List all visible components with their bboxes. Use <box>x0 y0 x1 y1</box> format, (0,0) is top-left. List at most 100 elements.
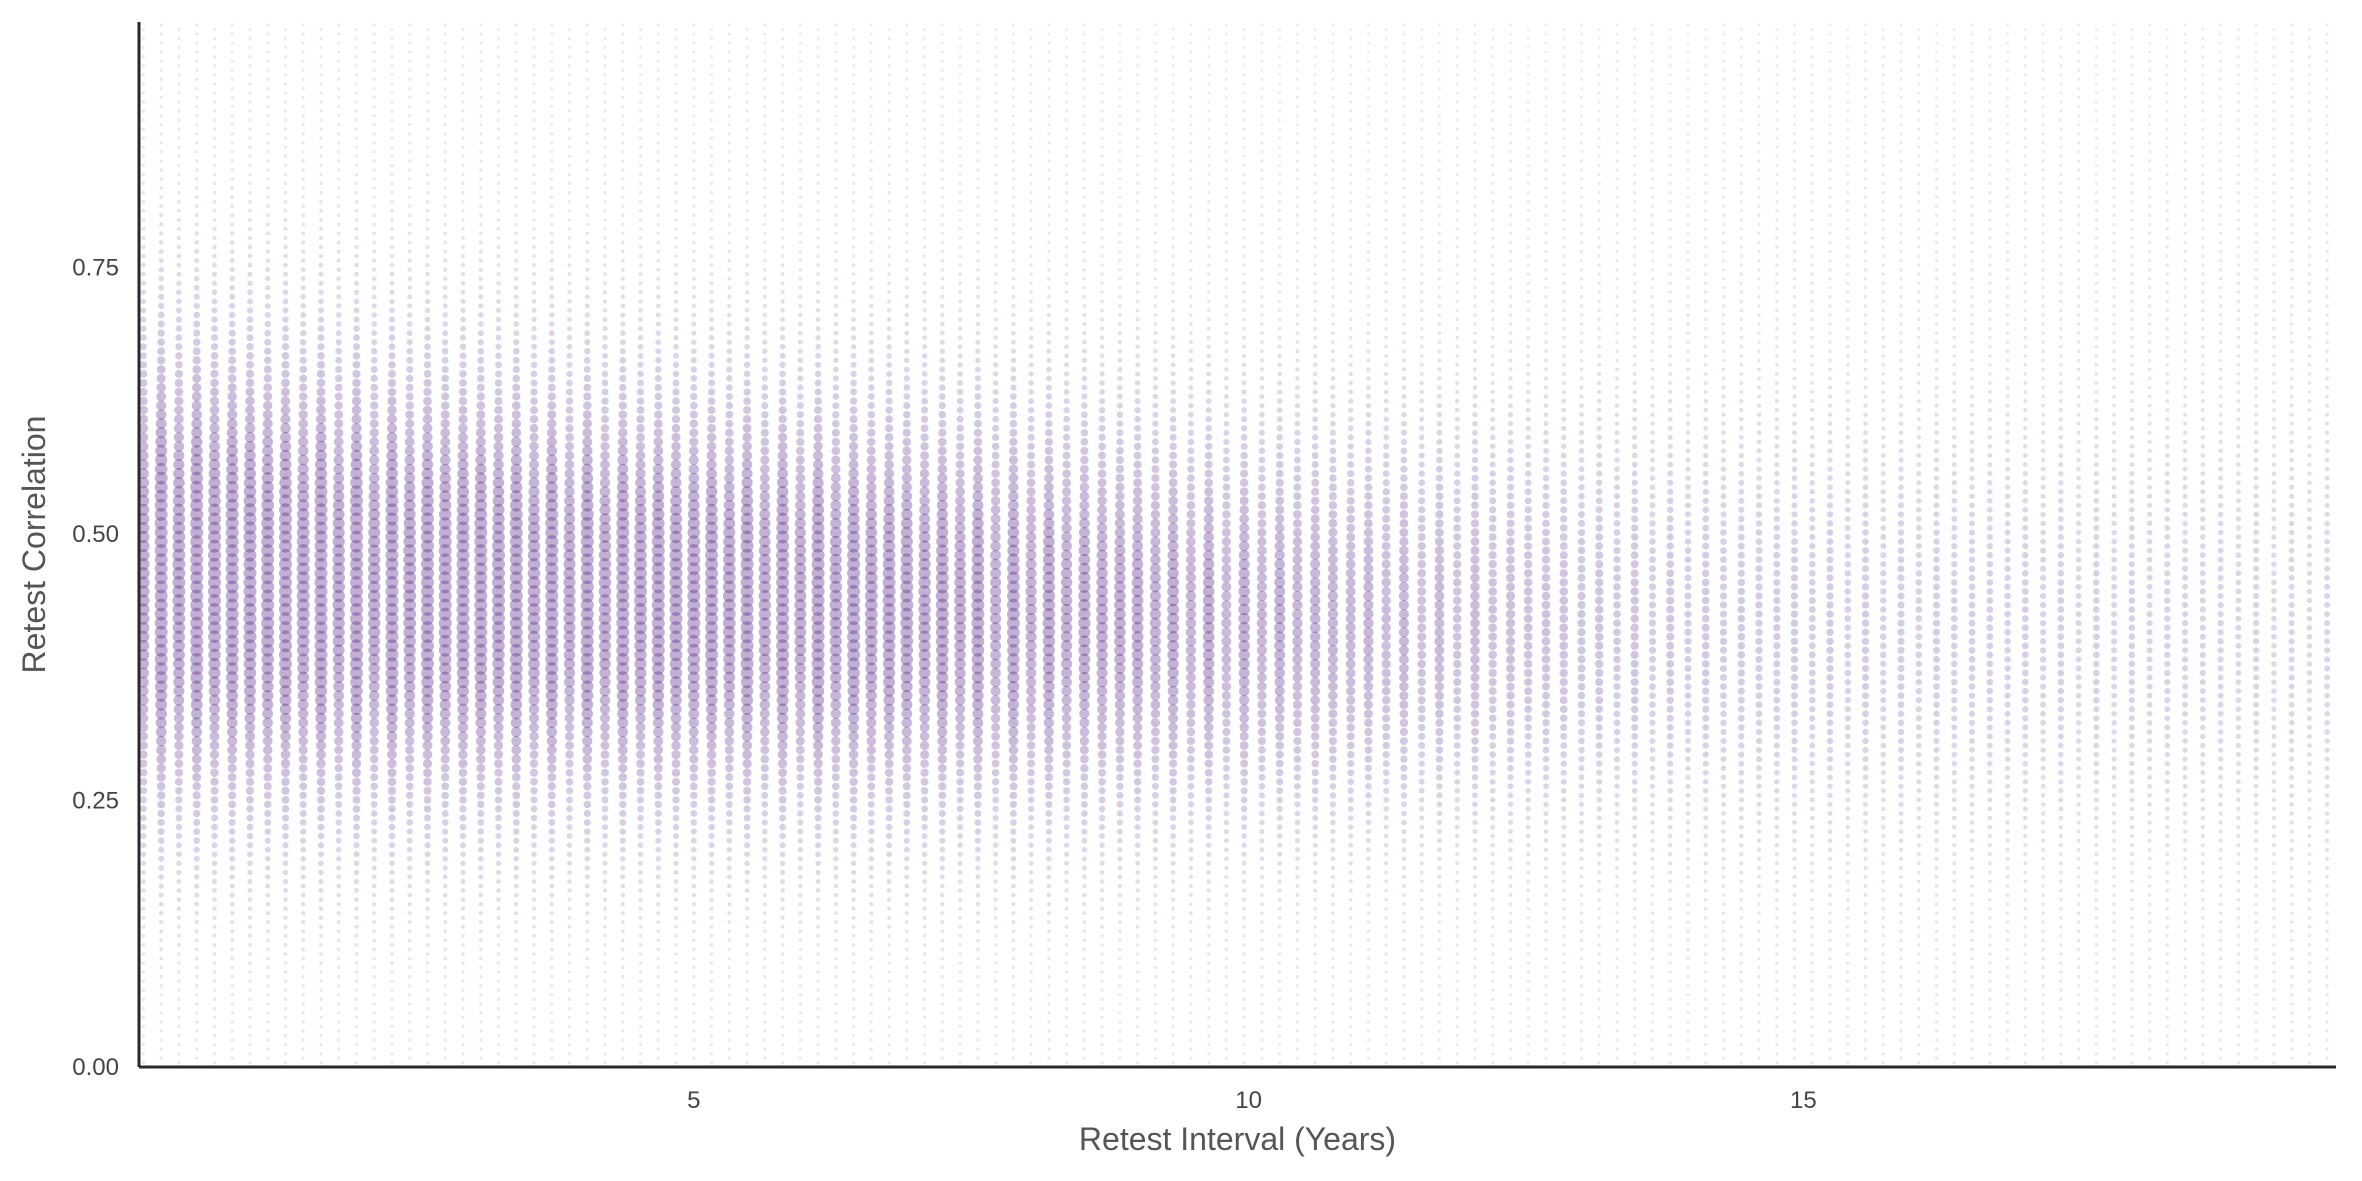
data-point <box>177 37 181 40</box>
data-point <box>282 869 289 876</box>
data-point <box>762 294 767 299</box>
data-point <box>425 127 430 131</box>
data-point <box>316 768 326 778</box>
data-point <box>443 901 448 907</box>
data-point <box>656 41 660 45</box>
data-point <box>208 476 221 489</box>
data-point <box>708 814 716 822</box>
data-point <box>816 254 820 258</box>
data-point <box>635 740 646 751</box>
data-point <box>798 168 802 172</box>
data-point <box>638 181 643 186</box>
data-point <box>368 526 381 539</box>
data-point <box>265 249 270 254</box>
data-point <box>655 883 661 889</box>
data-point <box>230 41 234 45</box>
data-point <box>656 123 660 127</box>
data-point <box>674 1033 678 1038</box>
data-point <box>408 41 412 45</box>
data-point <box>513 883 519 889</box>
data-point <box>674 163 678 167</box>
data-point <box>265 938 270 943</box>
data-point <box>884 768 894 777</box>
data-point <box>172 648 185 661</box>
data-point <box>336 883 342 889</box>
data-point <box>745 245 749 249</box>
data-point <box>354 997 359 1001</box>
data-point <box>159 213 164 218</box>
data-point <box>638 308 643 313</box>
data-point <box>443 974 447 979</box>
data-point <box>319 100 323 104</box>
data-point <box>283 942 288 947</box>
data-point <box>798 23 802 27</box>
data-point <box>354 208 359 213</box>
data-point <box>867 810 875 817</box>
data-point <box>798 1047 802 1051</box>
data-point <box>174 378 184 388</box>
point-column <box>367 23 381 1060</box>
data-point <box>566 805 573 813</box>
data-point <box>884 441 894 451</box>
data-point <box>372 114 376 118</box>
data-point <box>158 284 165 291</box>
data-point <box>816 943 820 947</box>
data-point <box>408 114 412 118</box>
data-point <box>674 82 678 86</box>
data-point <box>653 745 664 755</box>
data-point <box>208 458 221 471</box>
data-point <box>780 961 785 965</box>
data-point <box>707 796 716 804</box>
data-point <box>603 997 607 1001</box>
data-point <box>620 892 626 898</box>
data-point <box>726 339 732 345</box>
data-point <box>390 970 394 974</box>
data-point <box>194 901 200 907</box>
data-point <box>745 915 750 920</box>
data-point <box>193 320 201 328</box>
data-point <box>582 763 592 773</box>
data-point <box>549 240 554 245</box>
data-point <box>656 59 660 63</box>
data-point <box>603 200 607 204</box>
data-point <box>816 109 820 113</box>
data-point <box>403 517 416 530</box>
data-point <box>425 888 430 893</box>
data-point <box>212 979 217 983</box>
data-point <box>725 773 734 782</box>
data-point <box>546 427 557 438</box>
data-point <box>869 892 874 898</box>
data-point <box>333 445 344 456</box>
data-point <box>689 410 698 419</box>
data-point <box>229 846 236 853</box>
data-point <box>620 258 625 263</box>
data-point <box>461 190 465 195</box>
data-point <box>638 281 643 286</box>
data-point <box>194 267 200 273</box>
data-point <box>192 791 201 800</box>
data-point <box>851 281 856 286</box>
data-point <box>568 73 571 77</box>
data-point <box>460 915 466 920</box>
data-point <box>244 712 256 724</box>
data-point <box>353 325 360 332</box>
data-point <box>159 1029 163 1033</box>
data-point <box>887 100 891 104</box>
data-point <box>283 163 288 168</box>
data-point <box>262 436 274 448</box>
data-point <box>443 1038 447 1042</box>
data-point <box>745 236 749 240</box>
data-point <box>403 499 416 512</box>
data-point <box>885 805 893 813</box>
data-point <box>243 630 257 644</box>
data-point <box>177 154 181 159</box>
data-point <box>157 356 166 365</box>
data-point <box>352 777 361 787</box>
data-point <box>194 938 199 943</box>
data-point <box>318 878 324 885</box>
data-point <box>532 1006 536 1010</box>
data-point <box>354 172 359 177</box>
data-point <box>195 32 199 36</box>
data-point <box>388 334 396 341</box>
data-point <box>229 874 235 880</box>
